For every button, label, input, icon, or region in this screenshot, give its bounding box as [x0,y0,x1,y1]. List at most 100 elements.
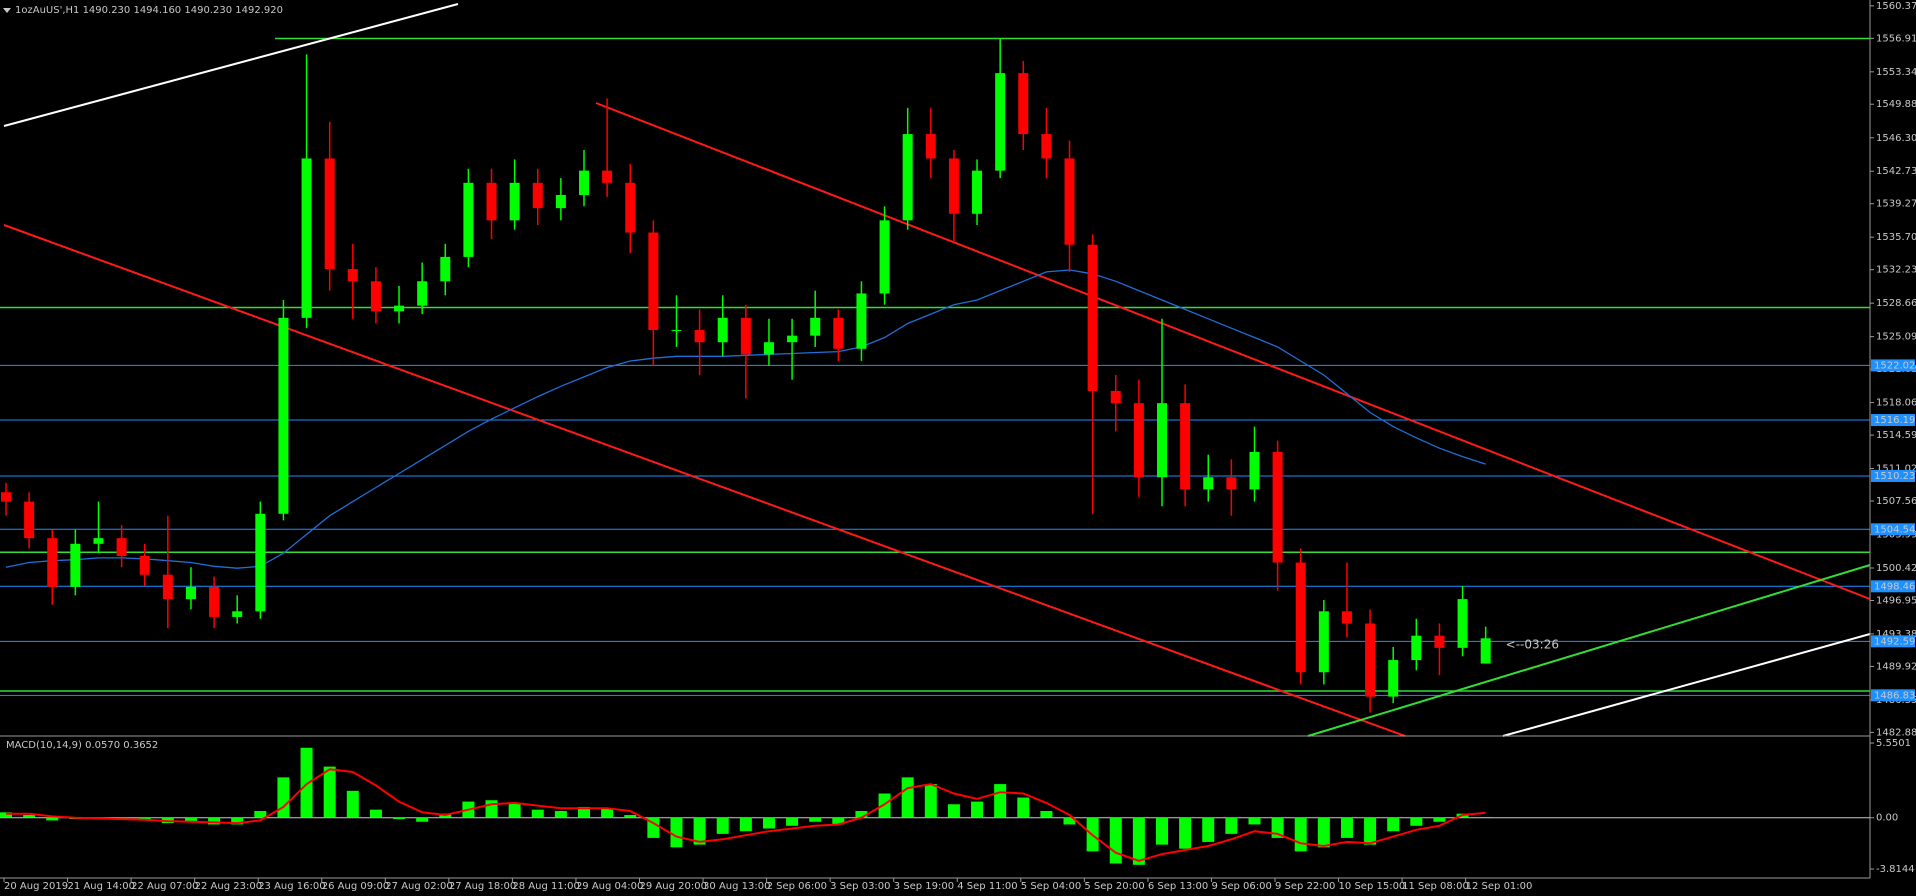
candle-body [139,555,150,575]
macd-bar [809,817,822,822]
level-label: 1486.838 [1874,690,1916,701]
candle-body [948,158,959,214]
macd-bar [855,810,868,818]
macd-bar [23,815,36,818]
candle-body [740,317,751,355]
macd-bar [300,747,313,818]
level-label-box [1871,689,1915,702]
y-tick-label: 1493.385 [1876,629,1916,640]
macd-bar [208,817,221,825]
macd-bar [901,777,914,818]
y-tick-label: 1539.270 [1876,199,1916,210]
y-tick-label: 1542.735 [1876,166,1916,177]
macd-bar [647,817,660,838]
menu-arrow[interactable] [3,8,11,13]
candle-body [463,182,474,257]
macd-bar [670,817,683,848]
y-tick-label: 1518.060 [1876,398,1916,409]
macd-bar [601,808,614,818]
level-label-box [1871,469,1915,482]
x-tick-label: 28 Aug 11:00 [512,881,579,892]
candle-body [1341,611,1352,624]
candle-body [532,182,543,209]
candle-body [116,538,127,556]
candle-body [1226,477,1237,490]
macd-bar [1433,817,1446,822]
candle-body [1203,477,1214,490]
macd-bar [1179,817,1192,849]
candle-body [856,293,867,349]
candle-body [1,492,11,502]
candle-body [671,330,682,332]
candle-body [694,330,705,343]
macd-tick-label: 0.00 [1876,813,1898,824]
level-label-box [1871,580,1915,593]
macd-bar [1132,817,1145,865]
y-tick-label: 1514.595 [1876,430,1916,441]
candle-body [486,182,497,221]
x-tick-label: 21 Aug 14:00 [68,881,135,892]
candle-body [1133,403,1144,478]
x-tick-label: 12 Sep 01:00 [1466,881,1533,892]
x-tick-label: 23 Aug 16:00 [258,881,325,892]
y-tick-label: 1553.340 [1876,67,1916,78]
x-tick-label: 29 Aug 20:00 [640,881,707,892]
candle-body [324,158,335,270]
macd-bar [0,812,12,818]
candle-body [972,170,983,214]
candle-body [1388,660,1399,697]
x-tick-label: 5 Sep 20:00 [1084,881,1144,892]
x-tick-label: 3 Sep 03:00 [830,881,890,892]
candle-body [1480,638,1491,664]
macd-bar [739,817,752,832]
candle-body [1318,611,1329,673]
macd-bar [46,817,59,821]
y-tick-label: 1556.910 [1876,33,1916,44]
macd-bar [578,806,590,818]
level-label: 1516.199 [1874,415,1916,426]
candle-body [70,543,81,587]
macd-bar [1340,817,1353,838]
macd-bar [994,784,1007,818]
candle-body [1457,599,1468,648]
macd-signal [6,768,1486,862]
candle-body [162,574,173,600]
macd-bar [323,766,336,818]
macd-bar [762,817,775,829]
candle-body [417,281,428,306]
macd-bar [947,804,960,818]
y-tick-label: 1549.885 [1876,99,1916,110]
candle-body [625,182,636,233]
macd-bar [1479,816,1492,818]
candle-body [1157,403,1167,478]
candle-body [1295,562,1306,673]
macd-bar [531,809,544,818]
macd-label: MACD(10,14,9) 0.0570 0.3652 [6,740,158,751]
candle-body [278,317,289,514]
candle-body [1041,134,1052,159]
y-tick-label: 1500.420 [1876,563,1916,574]
candle-body [555,195,566,209]
macd-bar [786,817,799,826]
x-tick-label: 26 Aug 09:00 [322,881,389,892]
macd-bar [485,800,498,818]
x-tick-label: 3 Sep 19:00 [894,881,954,892]
macd-bar [1017,797,1030,818]
trend-line [595,102,1871,600]
macd-bar [1364,817,1377,845]
candle-body [1064,158,1075,245]
candle-body [47,538,58,587]
x-tick-label: 9 Sep 22:00 [1275,881,1335,892]
candle-body [440,256,451,282]
macd-bar [1294,817,1307,852]
macd-bar [924,784,937,818]
candle-body [1087,244,1098,391]
macd-bar [1109,817,1122,864]
y-tick-label: 1546.305 [1876,133,1916,144]
trend-line [3,224,1406,737]
x-tick-label: 30 Aug 13:00 [703,881,770,892]
macd-bar [1410,817,1423,826]
macd-bar [1317,817,1330,848]
y-tick-label: 1525.095 [1876,332,1916,343]
